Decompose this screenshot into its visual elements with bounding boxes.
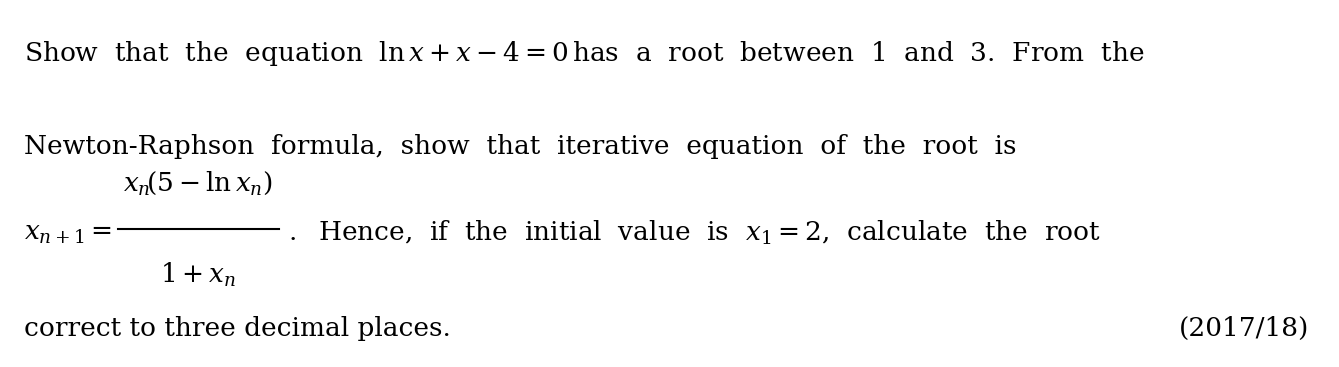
Text: $.\ $ Hence,  if  the  initial  value  is  $x_1=2$,  calculate  the  root: $.\ $ Hence, if the initial value is $x_…	[288, 219, 1101, 247]
Text: (2017/18): (2017/18)	[1180, 316, 1310, 341]
Text: $1+x_n$: $1+x_n$	[159, 261, 237, 289]
Text: Show  that  the  equation  $\mathrm{ln}\,x + x - 4 = 0\,$has  a  root  between  : Show that the equation $\mathrm{ln}\,x +…	[24, 39, 1145, 68]
Text: Newton-Raphson  formula,  show  that  iterative  equation  of  the  root  is: Newton-Raphson formula, show that iterat…	[24, 134, 1016, 159]
Text: $x_n\!\left(5-\ln x_n\right)$: $x_n\!\left(5-\ln x_n\right)$	[123, 170, 273, 197]
Text: correct to three decimal places.: correct to three decimal places.	[24, 316, 451, 341]
Text: $x_{n+1}=$: $x_{n+1}=$	[24, 221, 112, 246]
